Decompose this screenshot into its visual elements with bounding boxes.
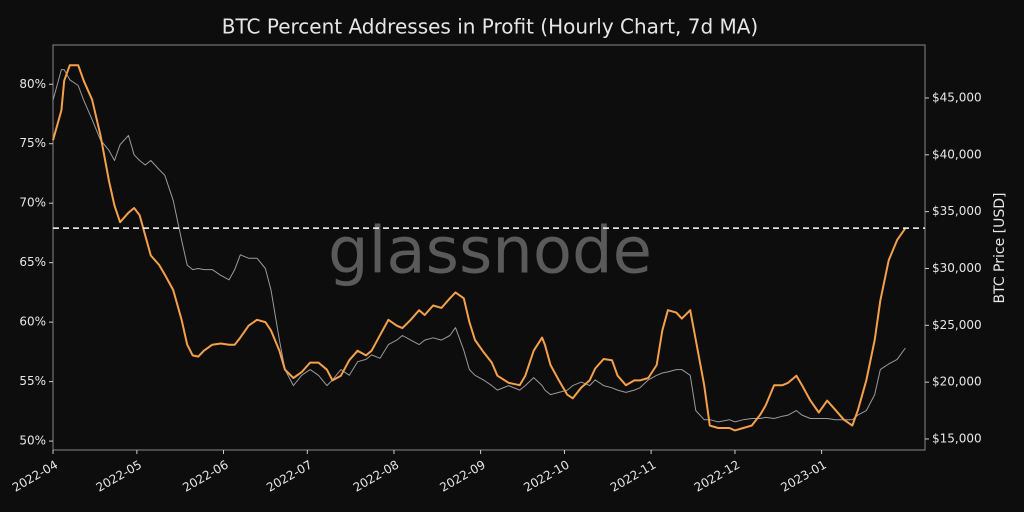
plot-frame — [52, 44, 926, 451]
y2-tick-label: $20,000 — [932, 375, 982, 389]
y-tick-label: 80% — [19, 77, 46, 91]
y2-tick-label: $15,000 — [932, 431, 982, 445]
y2-tick-label: $30,000 — [932, 261, 982, 275]
y-tick-label: 60% — [19, 315, 46, 329]
y-tick-label: 70% — [19, 196, 46, 210]
y2-tick-label: $40,000 — [932, 147, 982, 161]
y-tick-label: 65% — [19, 255, 46, 269]
y2-tick-label: $35,000 — [932, 204, 982, 218]
y2-tick-label: $25,000 — [932, 318, 982, 332]
chart-title: BTC Percent Addresses in Profit (Hourly … — [222, 15, 758, 39]
y-tick-label: 75% — [19, 136, 46, 150]
y2-tick-label: $45,000 — [932, 90, 982, 104]
y-tick-label: 50% — [19, 434, 46, 448]
watermark: glassnode — [328, 215, 652, 289]
y-tick-label: 55% — [19, 374, 46, 388]
y2-axis-label: BTC Price [USD] — [992, 192, 1008, 303]
series-line — [52, 64, 907, 432]
